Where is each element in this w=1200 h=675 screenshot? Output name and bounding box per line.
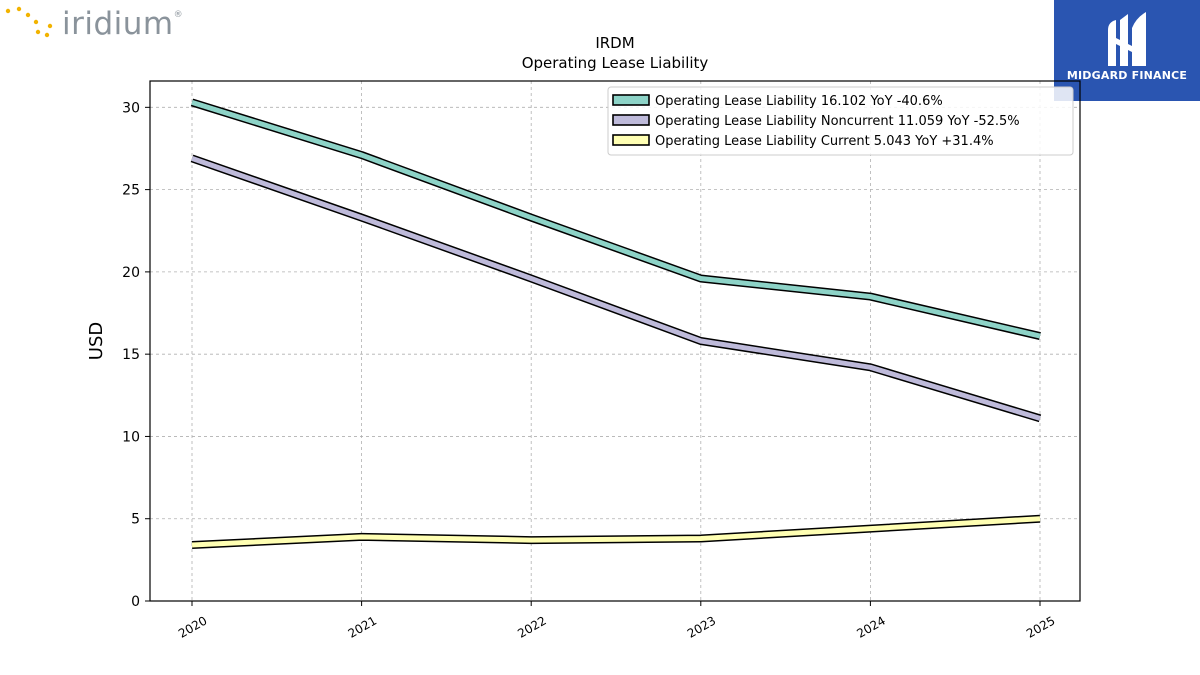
y-tick-label: 15 — [122, 347, 140, 363]
x-tick-label: 2022 — [515, 613, 548, 640]
y-tick-label: 0 — [131, 594, 140, 610]
series-1-point — [700, 278, 701, 279]
y-tick-label: 20 — [122, 265, 140, 281]
series-2-point — [700, 341, 701, 342]
series-2-point — [531, 278, 532, 279]
x-tick-label: 2023 — [685, 613, 718, 640]
y-axis-label: USD — [86, 322, 107, 360]
series-1-point — [361, 155, 362, 156]
midgard-wordmark: MIDGARD FINANCE — [1066, 69, 1188, 82]
series-3-point — [531, 540, 532, 541]
legend-entry: Operating Lease Liability 16.102 YoY -40… — [655, 94, 943, 109]
series-1-point — [192, 102, 193, 103]
x-tick-label: 2025 — [1024, 613, 1057, 640]
series-2-point — [870, 367, 871, 368]
midgard-mark-icon — [1108, 12, 1146, 66]
series-line-1 — [190, 98, 1041, 340]
midgard-finance-logo: MIDGARD FINANCE — [1054, 0, 1200, 101]
x-tick-label: 2020 — [176, 613, 209, 640]
iridium-dots-icon — [5, 6, 53, 38]
y-axis-ticks: 0 5 10 15 20 25 30 — [122, 100, 150, 610]
series-lines — [190, 98, 1042, 550]
legend-entry: Operating Lease Liability Noncurrent 11.… — [655, 114, 1020, 129]
legend-swatch — [612, 114, 650, 126]
legend: Operating Lease Liability 16.102 YoY -40… — [607, 86, 1074, 156]
series-line-2 — [190, 154, 1042, 423]
series-line-fill — [191, 100, 1041, 339]
series-3-point — [700, 538, 701, 539]
x-tick-label: 2021 — [346, 613, 379, 640]
series-2-point — [361, 217, 362, 218]
series-1-point — [531, 217, 532, 218]
legend-swatch — [612, 134, 650, 146]
series-line-fill — [191, 155, 1041, 421]
series-line-3 — [191, 514, 1041, 550]
y-tick-label: 25 — [122, 183, 140, 199]
chart-subtitle: Operating Lease Liability — [522, 54, 709, 72]
series-1-point — [870, 296, 871, 297]
series-3-point — [361, 536, 362, 537]
series-3-point — [192, 545, 193, 546]
series-line-fill — [191, 516, 1041, 548]
legend-swatch — [612, 94, 650, 106]
series-2-point — [1040, 418, 1041, 419]
series-1-point — [1040, 336, 1041, 337]
x-axis-ticks: 2020 2021 2022 2023 2024 2025 — [176, 601, 1058, 641]
y-tick-label: 30 — [122, 100, 140, 116]
plot-area-frame — [149, 80, 1081, 602]
legend-entry: Operating Lease Liability Current 5.043 … — [655, 134, 994, 149]
series-3-point — [1040, 518, 1041, 519]
iridium-logo: iridium® — [0, 0, 200, 50]
y-tick-label: 5 — [131, 512, 140, 528]
x-tick-label: 2024 — [854, 613, 887, 640]
iridium-wordmark: iridium® — [62, 6, 184, 42]
chart-title: IRDM — [595, 34, 634, 52]
y-tick-label: 10 — [122, 429, 140, 445]
series-3-point — [870, 528, 871, 529]
series-2-point — [192, 158, 193, 159]
legend-box — [607, 86, 1074, 156]
